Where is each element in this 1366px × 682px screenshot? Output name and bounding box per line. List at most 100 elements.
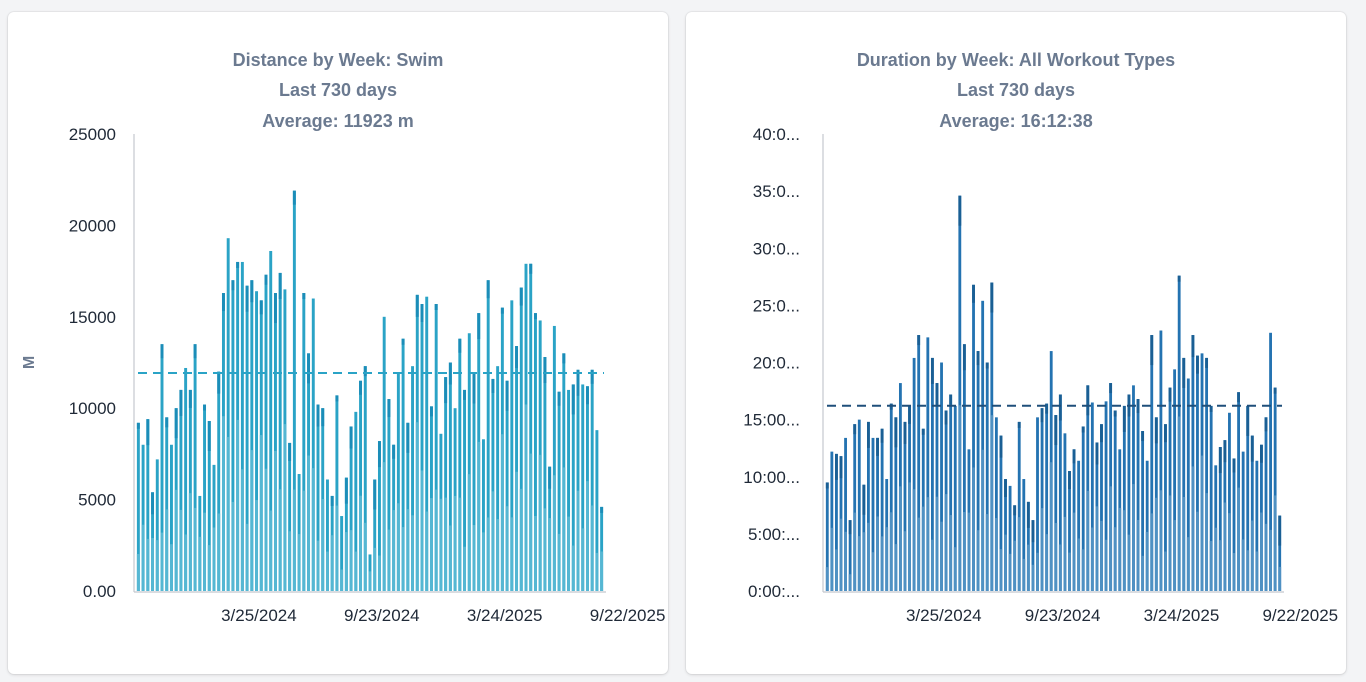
bar [972, 284, 975, 591]
bar [1214, 465, 1218, 591]
bar [373, 479, 377, 591]
bar [1095, 442, 1099, 591]
bar [519, 287, 523, 591]
bar [198, 495, 202, 591]
bar [335, 395, 339, 591]
bar [953, 405, 957, 591]
y-tick-label: 5:00:... [748, 525, 800, 544]
bar [1013, 505, 1017, 591]
bar [1058, 394, 1062, 591]
bar [453, 408, 457, 591]
bar [585, 386, 589, 591]
bar [363, 366, 367, 591]
bar [567, 389, 571, 591]
bar [160, 344, 164, 591]
bar [231, 280, 235, 591]
bar [590, 369, 594, 591]
bar [976, 351, 980, 591]
bar [392, 444, 396, 591]
bar [396, 373, 400, 591]
y-tick-label: 30:0... [753, 239, 800, 258]
bar [406, 422, 410, 591]
bar [212, 464, 216, 591]
bar [321, 408, 325, 591]
bar [477, 313, 481, 591]
bar [193, 344, 197, 591]
bar [926, 337, 930, 591]
bar [292, 190, 296, 592]
bar [894, 417, 898, 591]
bar [302, 293, 306, 591]
bar [311, 298, 315, 591]
bar [940, 362, 943, 591]
bar [368, 554, 372, 591]
x-tick-label: 3/25/2024 [906, 606, 982, 625]
chart-card-swim-distance: Distance by Week: Swim Last 730 days Ave… [8, 12, 668, 674]
bar [1036, 417, 1039, 591]
bar [1264, 417, 1268, 591]
bar [467, 333, 471, 591]
bar [1022, 479, 1026, 591]
y-tick-label: 25000 [69, 125, 116, 144]
bar [1054, 415, 1058, 591]
bar [1205, 357, 1209, 591]
bar [1173, 369, 1177, 591]
bar [1200, 353, 1204, 591]
bar [505, 380, 509, 591]
bar [835, 453, 838, 591]
bar [1040, 408, 1044, 591]
bar [930, 357, 934, 591]
y-tick-label: 20000 [69, 216, 116, 235]
bar [307, 353, 311, 591]
bar [259, 300, 263, 591]
bar [264, 274, 268, 591]
bar [146, 419, 150, 591]
bar [1246, 405, 1250, 591]
bar [1145, 460, 1149, 591]
y-tick-label: 25:0... [753, 296, 800, 315]
bar [1196, 355, 1199, 591]
bar [151, 492, 155, 591]
bar [1250, 435, 1254, 591]
bar [1004, 479, 1007, 591]
bar [949, 394, 953, 591]
bar [316, 404, 320, 591]
bar [1072, 449, 1076, 591]
bar [552, 325, 556, 591]
bar [1113, 410, 1117, 591]
bar [1031, 520, 1035, 591]
bar [830, 451, 834, 591]
y-tick-label: 10000 [69, 399, 116, 418]
bar [221, 293, 225, 591]
bar [958, 195, 962, 591]
bar [1260, 444, 1263, 591]
bar [967, 449, 971, 591]
bar [1127, 394, 1131, 591]
bar [1049, 351, 1053, 591]
bar [935, 383, 939, 591]
bar [880, 428, 884, 591]
bar [867, 421, 870, 591]
bar [250, 280, 254, 591]
bar [340, 516, 344, 591]
bar [245, 285, 249, 591]
bar [1141, 431, 1145, 591]
chart-title: Distance by Week: Swim [232, 50, 444, 70]
bar [288, 442, 292, 591]
bar [510, 300, 514, 591]
bar [990, 282, 994, 591]
y-tick-label: 15:00... [743, 411, 800, 430]
bar [415, 294, 419, 591]
bar [174, 408, 178, 591]
x-tick-label: 3/25/2024 [221, 606, 297, 625]
bar [481, 439, 485, 591]
bar [885, 479, 889, 591]
bar [917, 335, 921, 591]
bar [1209, 405, 1213, 591]
bar [425, 296, 429, 591]
bar [848, 520, 852, 591]
bar [136, 422, 140, 591]
bar [862, 484, 866, 591]
bar [1045, 403, 1049, 591]
bar [217, 371, 221, 591]
